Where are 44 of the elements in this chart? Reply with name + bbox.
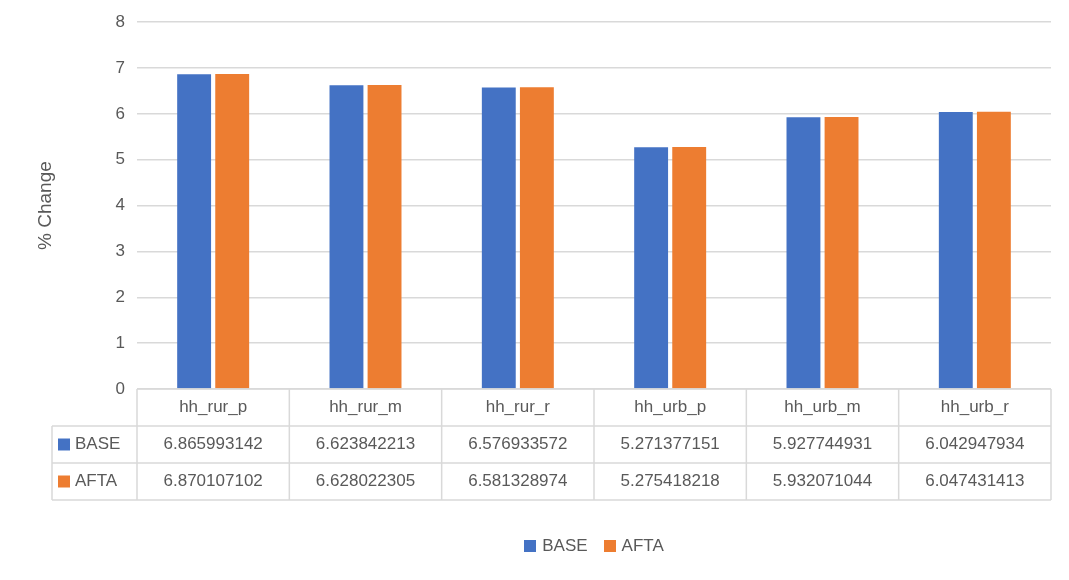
bar xyxy=(824,117,859,389)
data-label: 5.927744931 xyxy=(772,434,873,454)
y-tick-label: 5 xyxy=(115,149,125,169)
x-tick-label: hh_rur_m xyxy=(329,397,402,417)
data-label: 6.623842213 xyxy=(315,434,416,454)
bar xyxy=(481,87,516,389)
bar xyxy=(634,147,669,389)
y-tick-label: 6 xyxy=(115,103,125,123)
text: AFTA xyxy=(621,536,664,555)
data-label: 5.271377151 xyxy=(620,434,720,454)
y-tick-label: 7 xyxy=(115,57,125,77)
data-label: 6.628022305 xyxy=(315,471,416,491)
data-label: 5.275418218 xyxy=(620,471,720,491)
x-tick-label: hh_rur_r xyxy=(485,397,551,417)
y-axis-title: % Change xyxy=(33,161,55,250)
y-tick-label: 1 xyxy=(115,332,125,352)
x-tick-label: hh_urb_p xyxy=(634,397,707,417)
data-label: 6.581328974 xyxy=(468,471,568,491)
x-tick-label: hh_rur_p xyxy=(179,397,248,417)
bar xyxy=(177,74,212,389)
bar xyxy=(976,111,1011,389)
bar xyxy=(786,117,821,389)
data-label: 6.047431413 xyxy=(925,471,1025,491)
bar xyxy=(519,87,554,389)
y-tick-label: 0 xyxy=(115,378,125,398)
bar xyxy=(938,111,973,389)
x-tick-label: hh_urb_r xyxy=(940,397,1010,417)
data-label: 6.870107102 xyxy=(163,471,263,491)
legend-label: AFTA xyxy=(75,471,118,491)
y-tick-label: 8 xyxy=(115,11,125,31)
y-tick-label: 3 xyxy=(115,241,125,261)
bar xyxy=(329,85,364,389)
bar xyxy=(672,147,707,389)
legend-label: BASE xyxy=(75,434,121,454)
bar xyxy=(367,85,402,389)
text: BASE xyxy=(542,536,588,555)
x-tick-label: hh_urb_m xyxy=(784,397,861,417)
bar xyxy=(215,74,250,389)
data-label: 6.042947934 xyxy=(925,434,1025,454)
data-label: 6.576933572 xyxy=(468,434,568,454)
y-tick-label: 2 xyxy=(115,286,125,306)
data-label: 5.932071044 xyxy=(772,471,873,491)
y-tick-label: 4 xyxy=(115,195,125,215)
data-label: 6.865993142 xyxy=(163,434,263,454)
